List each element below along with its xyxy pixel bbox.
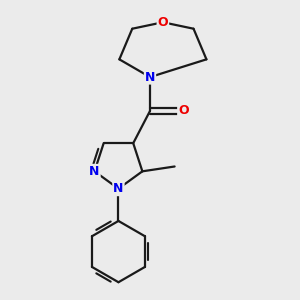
Text: N: N <box>145 70 155 84</box>
Text: N: N <box>113 182 124 195</box>
Text: O: O <box>158 16 168 29</box>
Text: N: N <box>89 165 100 178</box>
Text: O: O <box>178 104 189 118</box>
